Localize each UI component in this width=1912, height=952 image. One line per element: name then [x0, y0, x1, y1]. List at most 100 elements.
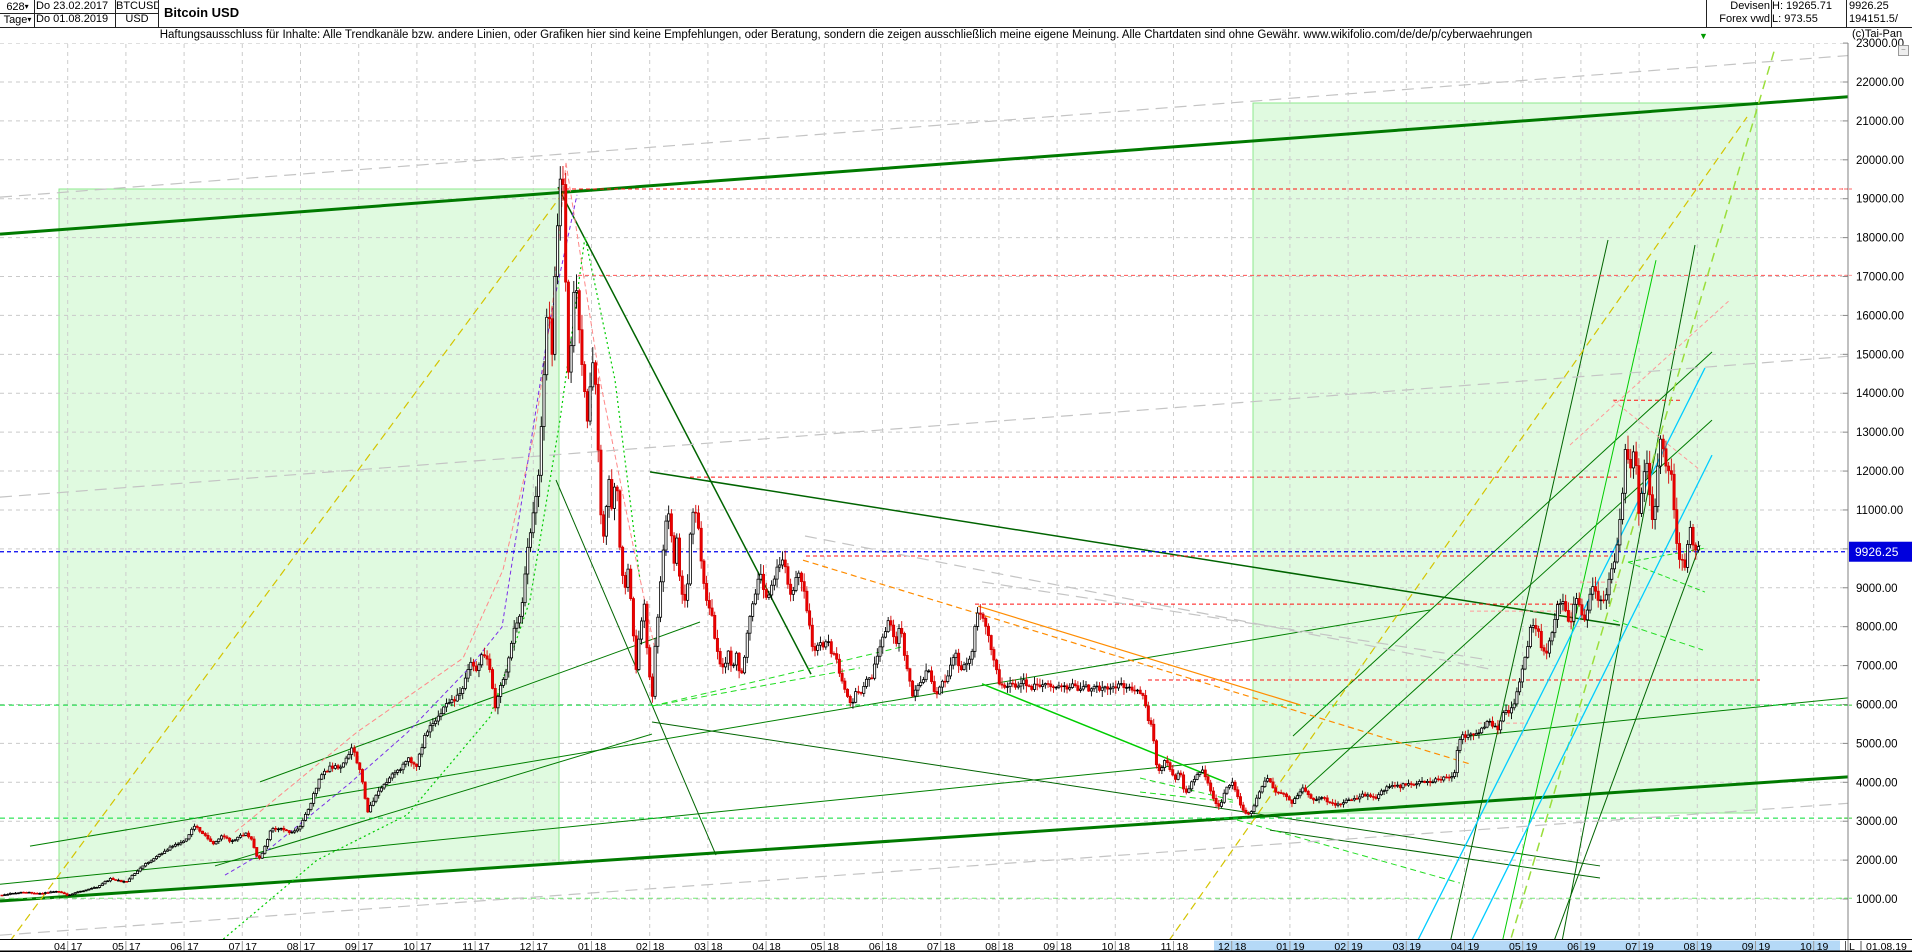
svg-text:19: 19 [1584, 941, 1596, 952]
svg-text:09: 09 [345, 941, 357, 952]
svg-text:23000.00: 23000.00 [1856, 38, 1904, 50]
svg-text:18: 18 [944, 941, 956, 952]
svg-text:17: 17 [304, 941, 316, 952]
svg-text:11000.00: 11000.00 [1856, 505, 1903, 517]
bars-timeframe-selector[interactable]: 628▾ Tage▾ [1, 0, 34, 27]
svg-text:07: 07 [1625, 941, 1637, 952]
bars-count[interactable]: 628 [6, 1, 25, 13]
svg-text:05: 05 [811, 941, 823, 952]
yellow-fan-2019 [1169, 116, 1748, 939]
svg-text:19: 19 [1351, 941, 1363, 952]
symbol[interactable]: BTCUSD [116, 0, 158, 12]
feb18-fan-2 [651, 667, 861, 707]
chevron-down-icon[interactable]: ▾ [27, 15, 32, 24]
svg-text:7000.00: 7000.00 [1856, 661, 1898, 673]
svg-text:17: 17 [71, 941, 83, 952]
svg-text:18: 18 [827, 941, 839, 952]
rally-2017-channel-upper [259, 621, 701, 783]
symbol-cell[interactable]: BTCUSD USD [116, 0, 158, 27]
long-descending-resistance [649, 471, 1621, 626]
period-high: H: 19265.71 [1772, 0, 1832, 12]
parabolic-green-dotted [222, 236, 641, 939]
breakdown-2018 [981, 683, 1226, 783]
svg-text:1000.00: 1000.00 [1856, 894, 1898, 906]
market-info: Devisen Forex vwd [1707, 0, 1770, 27]
date-to[interactable]: Do 01.08.2019 [36, 13, 109, 25]
svg-text:18: 18 [769, 941, 781, 952]
svg-text:18: 18 [1060, 941, 1072, 952]
cyan-trend-2 [1471, 454, 1713, 939]
divider [1846, 0, 1847, 27]
timeframe-label[interactable]: Tage [3, 14, 28, 26]
rally-2019-channel-upper [1292, 351, 1713, 737]
svg-text:05: 05 [1509, 941, 1521, 952]
svg-text:19: 19 [1817, 941, 1829, 952]
svg-text:19: 19 [1293, 941, 1305, 952]
date-range[interactable]: Do 23.02.2017 Do 01.08.2019 [36, 0, 114, 27]
rally-2017-channel-lower [214, 733, 653, 867]
gray-upper-parallel [0, 54, 1848, 198]
channel-box-2017 [58, 188, 560, 898]
market-label: Devisen [1730, 0, 1770, 12]
svg-text:06: 06 [869, 941, 881, 952]
svg-text:01: 01 [1276, 941, 1288, 952]
svg-text:10: 10 [1102, 941, 1114, 952]
svg-text:2000.00: 2000.00 [1856, 855, 1898, 867]
svg-text:08: 08 [1684, 941, 1696, 952]
svg-text:04: 04 [752, 941, 764, 952]
trendlines [0, 47, 1848, 939]
upper-channel-major [0, 95, 1848, 236]
selected-range-highlight [1214, 940, 1840, 952]
gray-lower [0, 802, 1848, 936]
svg-text:19: 19 [1468, 941, 1480, 952]
gray-desc-1 [804, 535, 1491, 670]
last-price-info: 9926.25 194151.5/ [1849, 0, 1912, 27]
svg-text:02: 02 [636, 941, 648, 952]
svg-text:17000.00: 17000.00 [1856, 272, 1904, 284]
svg-text:19: 19 [1700, 941, 1712, 952]
orange-resistance-solid [977, 605, 1301, 706]
current-price-label: 9926.25 [1849, 541, 1912, 562]
feb18-fan-1 [651, 645, 906, 707]
cyan-trend-1 [1417, 367, 1706, 939]
svg-text:4000.00: 4000.00 [1856, 777, 1898, 789]
svg-text:03: 03 [694, 941, 706, 952]
svg-text:04: 04 [54, 941, 66, 952]
svg-text:17: 17 [536, 941, 548, 952]
signal-marker-icon: ▼ [1699, 31, 1708, 41]
svg-text:16000.00: 16000.00 [1856, 310, 1904, 322]
lower-channel-minor [0, 697, 1848, 885]
orange-resistance-dashed [802, 559, 1471, 765]
svg-text:21000.00: 21000.00 [1856, 116, 1904, 128]
svg-text:12: 12 [1218, 941, 1230, 952]
pane-splitter-icon[interactable]: – [1898, 45, 1909, 56]
svg-text:15000.00: 15000.00 [1856, 349, 1904, 361]
gridlines [0, 43, 1848, 939]
date-from[interactable]: Do 23.02.2017 [36, 0, 109, 12]
chevron-down-icon[interactable]: ▾ [24, 2, 29, 11]
period-low: L: 973.55 [1772, 13, 1818, 25]
svg-text:18: 18 [1235, 941, 1247, 952]
svg-text:18: 18 [653, 941, 665, 952]
svg-text:17: 17 [362, 941, 374, 952]
chart-title: Bitcoin USD [164, 5, 240, 20]
volume-value: 194151.5/ [1849, 13, 1898, 25]
svg-text:03: 03 [1393, 941, 1405, 952]
svg-text:6000.00: 6000.00 [1856, 699, 1898, 711]
svg-text:9926.25: 9926.25 [1855, 545, 1899, 559]
high-low-info: H: 19265.71 L: 973.55 [1772, 0, 1846, 27]
svg-text:19: 19 [1759, 941, 1771, 952]
svg-text:19: 19 [1409, 941, 1421, 952]
divider [1706, 0, 1707, 27]
steep-2019-fan-2 [1561, 244, 1696, 939]
long-support [29, 609, 1431, 847]
pennant-lower [1627, 561, 1706, 593]
plot-area[interactable] [0, 43, 1853, 952]
svg-text:08: 08 [287, 941, 299, 952]
svg-text:20000.00: 20000.00 [1856, 155, 1904, 167]
gray-desc-2 [981, 581, 1491, 661]
y-axis: 23000.00 22000.00 21000.00 20000.00 19000.00… [1839, 38, 1904, 952]
svg-text:18: 18 [886, 941, 898, 952]
svg-text:09: 09 [1742, 941, 1754, 952]
